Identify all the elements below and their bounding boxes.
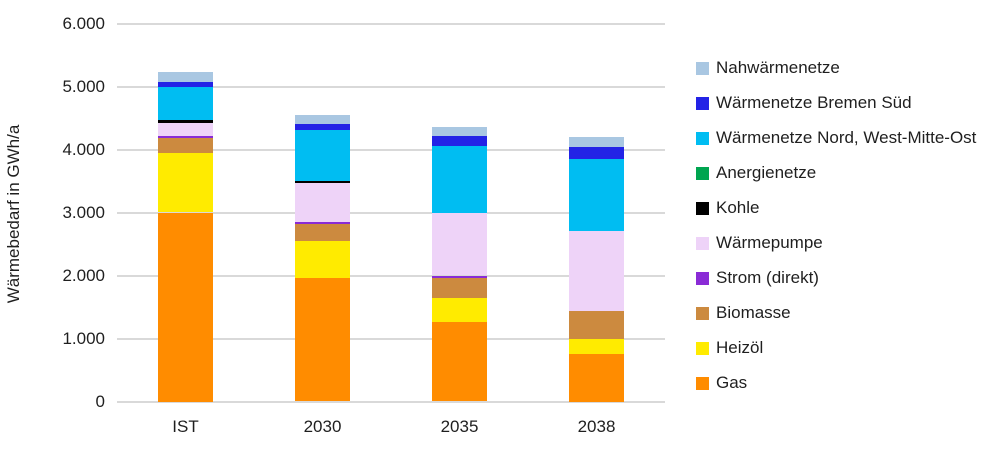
gridline bbox=[117, 148, 665, 151]
gridline bbox=[117, 337, 665, 340]
bar-segment bbox=[295, 240, 350, 278]
bar-segment bbox=[569, 311, 624, 340]
legend-swatch bbox=[696, 61, 709, 75]
bar-segment bbox=[158, 72, 213, 82]
legend-item: Biomasse bbox=[696, 303, 976, 323]
bar-segment bbox=[569, 136, 624, 148]
bar-segment bbox=[158, 120, 213, 123]
x-axis-label: 2035 bbox=[440, 417, 479, 436]
legend-item: Wärmenetze Bremen Süd bbox=[696, 93, 976, 113]
legend-label: Gas bbox=[716, 373, 748, 392]
legend-item: Strom (direkt) bbox=[696, 268, 976, 288]
legend-swatch bbox=[696, 201, 709, 215]
bar-segment bbox=[432, 127, 487, 136]
legend-swatch bbox=[696, 166, 709, 180]
legend-item: Wärmenetze Nord, West-Mitte-Ost bbox=[696, 128, 976, 148]
bar-segment bbox=[432, 278, 487, 298]
y-tick-label: 1.000 bbox=[62, 328, 105, 348]
legend-swatch bbox=[696, 306, 709, 320]
bar-segment bbox=[569, 147, 624, 159]
legend-swatch bbox=[696, 376, 709, 390]
legend: Nahwärmenetze Wärmenetze Bremen Süd Wärmen… bbox=[696, 58, 976, 408]
legend-label: Biomasse bbox=[716, 303, 791, 322]
gridline bbox=[117, 400, 665, 403]
bar-segment bbox=[432, 321, 487, 402]
x-axis-label: 2038 bbox=[577, 417, 616, 436]
bar-segment bbox=[569, 339, 624, 355]
legend-label: Wärmenetze Nord, West-Mitte-Ost bbox=[716, 128, 977, 147]
x-axis-label: 2030 bbox=[303, 417, 342, 436]
y-tick-label: 3.000 bbox=[62, 202, 105, 222]
legend-label: Heizöl bbox=[716, 338, 764, 357]
bar-segment bbox=[158, 152, 213, 213]
legend-swatch bbox=[696, 271, 709, 285]
bar-segment bbox=[432, 146, 487, 214]
y-tick-label: 6.000 bbox=[62, 13, 105, 33]
bar-segment bbox=[295, 222, 350, 225]
y-tick-label: 4.000 bbox=[62, 139, 105, 159]
y-axis-title: Wärmebedarf in GWh/a bbox=[4, 124, 23, 304]
legend-label: Kohle bbox=[716, 198, 760, 217]
bar-segment bbox=[158, 81, 213, 88]
bar-segment bbox=[569, 158, 624, 231]
bar-segment bbox=[295, 278, 350, 402]
y-tick-label: 0 bbox=[95, 391, 105, 411]
legend-item: Nahwärmenetze bbox=[696, 58, 976, 78]
gridline bbox=[117, 211, 665, 214]
legend-swatch bbox=[696, 341, 709, 355]
bar-segment bbox=[295, 181, 350, 184]
legend-item: Gas bbox=[696, 373, 976, 393]
legend-swatch bbox=[696, 236, 709, 250]
legend-swatch bbox=[696, 131, 709, 145]
bar-segment bbox=[158, 138, 213, 153]
bar-segment bbox=[432, 297, 487, 322]
bar-segment bbox=[569, 230, 624, 312]
bar-segment bbox=[158, 87, 213, 121]
bar-segment bbox=[295, 115, 350, 124]
legend-item: Heizöl bbox=[696, 338, 976, 358]
bar-segment bbox=[432, 275, 487, 279]
bar-segment bbox=[295, 224, 350, 241]
gridline bbox=[117, 274, 665, 277]
legend-item: Anergienetze bbox=[696, 163, 976, 183]
bar-segment bbox=[158, 122, 213, 136]
legend-swatch bbox=[696, 96, 709, 110]
legend-label: Nahwärmenetze bbox=[716, 58, 840, 77]
y-tick-label: 5.000 bbox=[62, 76, 105, 96]
legend-label: Wärmenetze Bremen Süd bbox=[716, 93, 912, 112]
legend-label: Strom (direkt) bbox=[716, 268, 819, 287]
bar-segment bbox=[158, 212, 213, 402]
y-tick-label: 2.000 bbox=[62, 265, 105, 285]
bar-segment bbox=[295, 183, 350, 223]
bar-segment bbox=[158, 135, 213, 139]
bar-segment bbox=[295, 129, 350, 181]
bar-segment bbox=[432, 213, 487, 276]
gridline bbox=[117, 85, 665, 88]
legend-item: Wärmepumpe bbox=[696, 233, 976, 253]
legend-label: Anergienetze bbox=[716, 163, 817, 182]
x-axis-label: IST bbox=[172, 417, 199, 436]
legend-item: Kohle bbox=[696, 198, 976, 218]
gridline bbox=[117, 22, 665, 25]
bar-segment bbox=[569, 354, 624, 402]
bar-segment bbox=[432, 135, 487, 147]
legend-label: Wärmepumpe bbox=[716, 233, 823, 252]
bar-segment bbox=[295, 123, 350, 130]
